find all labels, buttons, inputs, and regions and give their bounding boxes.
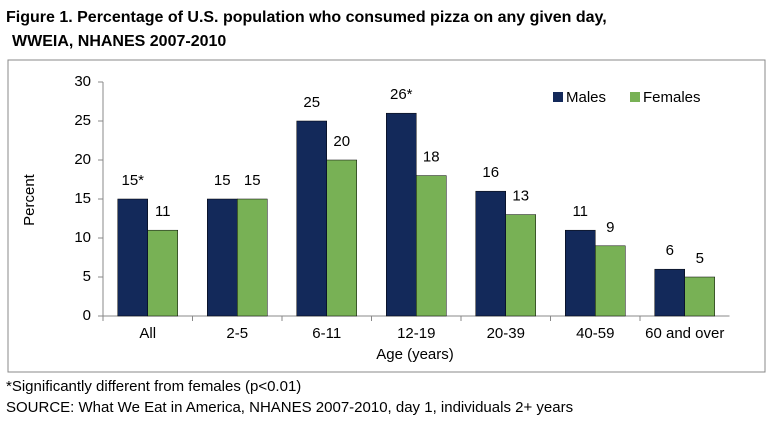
data-label: 20 (333, 133, 350, 150)
y-tick-label: 10 (74, 229, 91, 246)
data-label: 9 (606, 219, 614, 236)
data-label: 13 (512, 188, 529, 205)
data-label: 11 (572, 203, 588, 220)
legend-swatch (630, 92, 640, 102)
x-axis-title: Age (years) (376, 346, 454, 363)
data-label: 16 (482, 164, 499, 181)
footnote: SOURCE: What We Eat in America, NHANES 2… (6, 399, 573, 416)
data-label: 15 (214, 172, 231, 189)
legend-label: Males (566, 89, 606, 106)
data-label: 25 (303, 94, 320, 111)
bar (326, 159, 357, 317)
bar (296, 120, 327, 317)
bar (147, 229, 178, 317)
data-label: 6 (666, 242, 674, 259)
y-tick-label: 5 (83, 268, 91, 285)
data-label: 18 (423, 149, 440, 166)
bar (684, 276, 715, 317)
bar (117, 198, 148, 317)
bar (237, 198, 268, 317)
bar (595, 245, 626, 317)
bar (207, 198, 238, 317)
data-label: 15 (244, 172, 261, 189)
x-tick-label: 40-59 (576, 325, 614, 342)
chart-title: WWEIA, NHANES 2007-2010 (12, 33, 226, 50)
x-tick-label: 6-11 (312, 325, 341, 342)
y-tick-label: 30 (74, 73, 91, 90)
y-tick-label: 0 (83, 307, 91, 324)
data-label: 11 (155, 203, 171, 220)
bar (654, 268, 685, 317)
bar (505, 214, 536, 317)
bar (386, 112, 417, 317)
x-tick-label: 60 and over (645, 325, 724, 342)
y-tick-label: 25 (74, 112, 91, 129)
bar (565, 229, 596, 317)
legend-swatch (553, 92, 563, 102)
x-tick-label: 12-19 (397, 325, 435, 342)
footnote: *Significantly different from females (p… (6, 378, 301, 395)
x-tick-label: 2-5 (226, 325, 248, 342)
x-tick-label: 20-39 (487, 325, 525, 342)
x-tick-label: All (139, 325, 156, 342)
legend-label: Females (643, 89, 701, 106)
chart-title: Figure 1. Percentage of U.S. population … (6, 9, 607, 26)
y-axis-title: Percent (21, 173, 38, 226)
data-label: 5 (696, 250, 704, 267)
data-label: 15* (121, 172, 144, 189)
chart-frame (7, 59, 766, 373)
bar (475, 190, 506, 317)
y-tick-label: 15 (74, 190, 91, 207)
bar (416, 175, 447, 317)
y-tick-label: 20 (74, 151, 91, 168)
data-label: 26* (390, 86, 413, 103)
